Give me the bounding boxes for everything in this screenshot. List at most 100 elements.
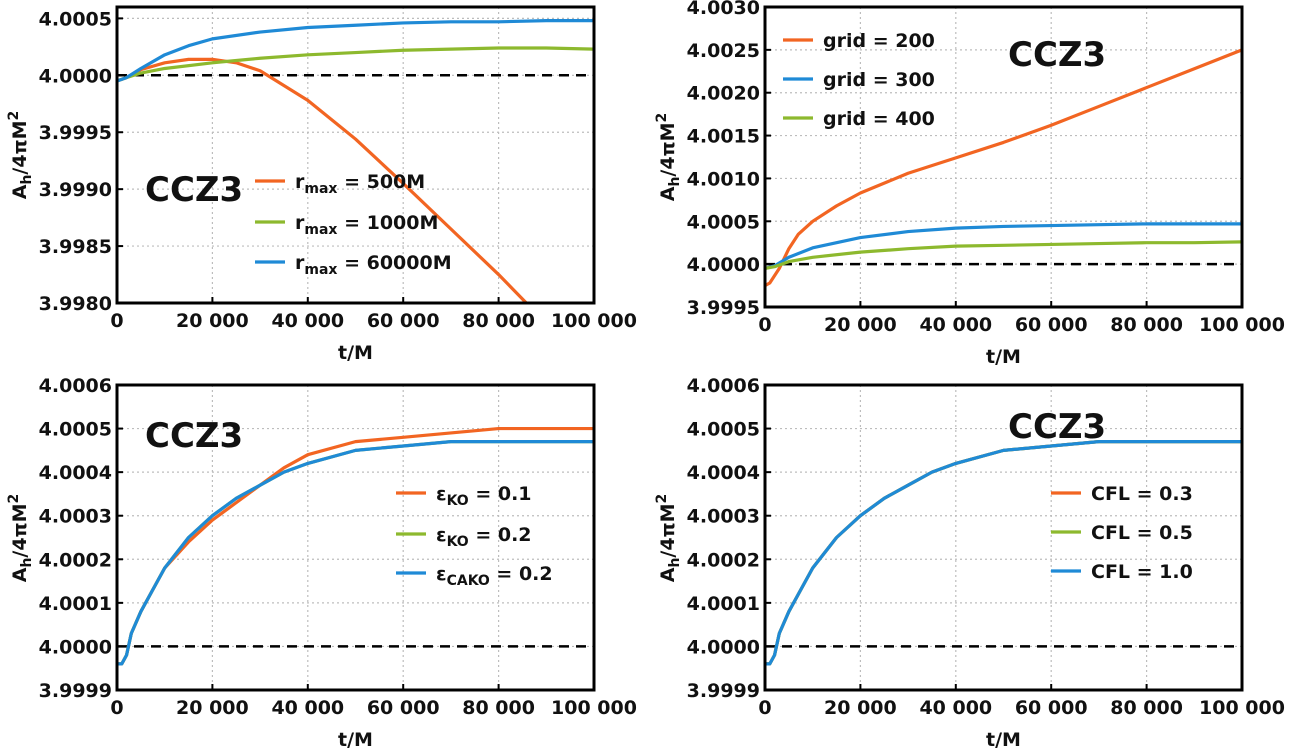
x-tick-label: 20 000 — [176, 697, 249, 719]
y-tick-label: 4.0020 — [687, 83, 760, 105]
y-tick-label: 4.0000 — [39, 65, 112, 87]
legend-label: εKO = 0.2 — [436, 524, 532, 550]
x-tick-label: 100 000 — [1199, 314, 1285, 336]
series-group — [765, 48, 1242, 288]
y-tick-label: 3.9995 — [39, 122, 112, 144]
x-axis-label: t/M — [986, 346, 1021, 368]
series-group — [117, 426, 594, 666]
series-line-2 — [765, 240, 1242, 271]
y-tick-label: 3.9995 — [687, 297, 760, 319]
legend-label: rmax = 500M — [295, 171, 425, 197]
legend-label: rmax = 1000M — [295, 212, 438, 238]
series-line-1 — [117, 46, 594, 83]
x-tick-label: 60 000 — [1015, 314, 1088, 336]
chart-panel-bottom-left: 0 20 000 40 000 60 000 80 000 100 000 3.9999 4.… — [6, 375, 637, 751]
y-axis-label-group: Ah/4πM2 — [654, 113, 683, 202]
series-line-0 — [117, 426, 594, 666]
x-axis-label: t/M — [338, 342, 373, 364]
legend-label: grid = 200 — [823, 30, 935, 52]
x-tick-label: 20 000 — [824, 314, 897, 336]
x-tick-label: 20 000 — [824, 697, 897, 719]
y-axis-label: Ah/4πM2 — [654, 113, 683, 202]
x-tick-label: 80 000 — [462, 310, 535, 332]
x-tick-label: 60 000 — [367, 697, 440, 719]
y-tick-label: 3.9999 — [39, 680, 112, 702]
x-tick-label: 0 — [110, 697, 123, 719]
legend: rmax = 500M rmax = 1000M rmax = 60000M — [255, 171, 452, 278]
x-tick-label: 60 000 — [1015, 697, 1088, 719]
series-line-1 — [117, 440, 594, 666]
x-axis-label: t/M — [986, 729, 1021, 751]
legend-label: CFL = 0.3 — [1091, 483, 1193, 505]
series-group — [765, 440, 1242, 666]
legend-label: εKO = 0.1 — [436, 483, 532, 509]
x-tick-label: 40 000 — [919, 697, 992, 719]
y-axis-label-group: Ah/4πM2 — [6, 494, 35, 583]
code-label: CCZ3 — [1008, 407, 1106, 447]
x-tick-label: 80 000 — [1110, 697, 1183, 719]
y-axis-label: Ah/4πM2 — [6, 494, 35, 583]
y-tick-label: 4.0004 — [39, 462, 112, 484]
series-line-2 — [765, 440, 1242, 666]
y-tick-label: 4.0001 — [39, 593, 112, 615]
y-tick-label: 3.9999 — [687, 680, 760, 702]
series-line-2 — [117, 19, 594, 83]
y-tick-label: 4.0006 — [687, 375, 760, 397]
y-tick-label: 4.0003 — [687, 506, 760, 528]
plot-frame — [115, 5, 596, 305]
y-axis-label: Ah/4πM2 — [6, 111, 35, 200]
y-tick-label: 3.9985 — [39, 236, 112, 258]
legend-label: εCAKO = 0.2 — [436, 563, 553, 589]
chart-panel-top-right: 0 20 000 40 000 60 000 80 000 100 000 3.9995 4.… — [654, 0, 1285, 368]
legend-label: rmax = 60000M — [295, 252, 452, 278]
y-tick-label: 3.9980 — [39, 293, 112, 315]
series-line-1 — [765, 440, 1242, 666]
series-line-0 — [765, 440, 1242, 666]
y-axis-label: Ah/4πM2 — [654, 494, 683, 583]
y-tick-label: 4.0005 — [39, 419, 112, 441]
y-tick-label: 4.0010 — [687, 168, 760, 190]
y-axis-label-group: Ah/4πM2 — [654, 494, 683, 583]
code-label: CCZ3 — [1008, 35, 1106, 75]
plot-frame — [763, 383, 1244, 692]
x-tick-label: 40 000 — [271, 310, 344, 332]
y-tick-label: 4.0005 — [687, 419, 760, 441]
y-tick-label: 4.0015 — [687, 126, 760, 148]
x-tick-label: 100 000 — [1199, 697, 1285, 719]
y-tick-label: 4.0004 — [687, 462, 760, 484]
chart-panel-top-left: 0 20 000 40 000 60 000 80 000 100 000 3.9980 3.… — [6, 5, 637, 364]
chart-panel-bottom-right: 0 20 000 40 000 60 000 80 000 100 000 3.9999 4.… — [654, 375, 1285, 751]
y-tick-label: 4.0001 — [687, 593, 760, 615]
series-group — [117, 19, 594, 303]
x-tick-label: 0 — [758, 697, 771, 719]
plot-frame — [763, 5, 1244, 309]
series-line-1 — [765, 222, 1242, 271]
series-line-2 — [117, 440, 594, 666]
x-tick-label: 0 — [110, 310, 123, 332]
series-line-0 — [117, 57, 529, 303]
x-tick-label: 100 000 — [551, 310, 637, 332]
y-tick-label: 4.0003 — [39, 506, 112, 528]
legend: CFL = 0.3 CFL = 0.5 CFL = 1.0 — [1051, 483, 1193, 583]
legend-label: grid = 300 — [823, 69, 935, 91]
y-tick-label: 4.0030 — [687, 0, 760, 19]
y-tick-label: 4.0002 — [687, 549, 760, 571]
y-tick-label: 4.0000 — [39, 636, 112, 658]
y-tick-label: 4.0005 — [39, 8, 112, 30]
x-tick-label: 40 000 — [271, 697, 344, 719]
y-tick-label: 4.0005 — [687, 211, 760, 233]
x-tick-label: 80 000 — [1110, 314, 1183, 336]
code-label: CCZ3 — [145, 170, 243, 210]
legend: grid = 200 grid = 300 grid = 400 — [783, 30, 935, 130]
x-tick-label: 60 000 — [367, 310, 440, 332]
x-tick-label: 40 000 — [919, 314, 992, 336]
y-tick-label: 4.0000 — [687, 636, 760, 658]
x-tick-label: 20 000 — [176, 310, 249, 332]
y-axis-label-group: Ah/4πM2 — [6, 111, 35, 200]
x-axis-label: t/M — [338, 729, 373, 751]
x-tick-label: 100 000 — [551, 697, 637, 719]
y-tick-label: 4.0002 — [39, 549, 112, 571]
y-tick-label: 4.0000 — [687, 254, 760, 276]
legend-label: CFL = 1.0 — [1091, 561, 1193, 583]
